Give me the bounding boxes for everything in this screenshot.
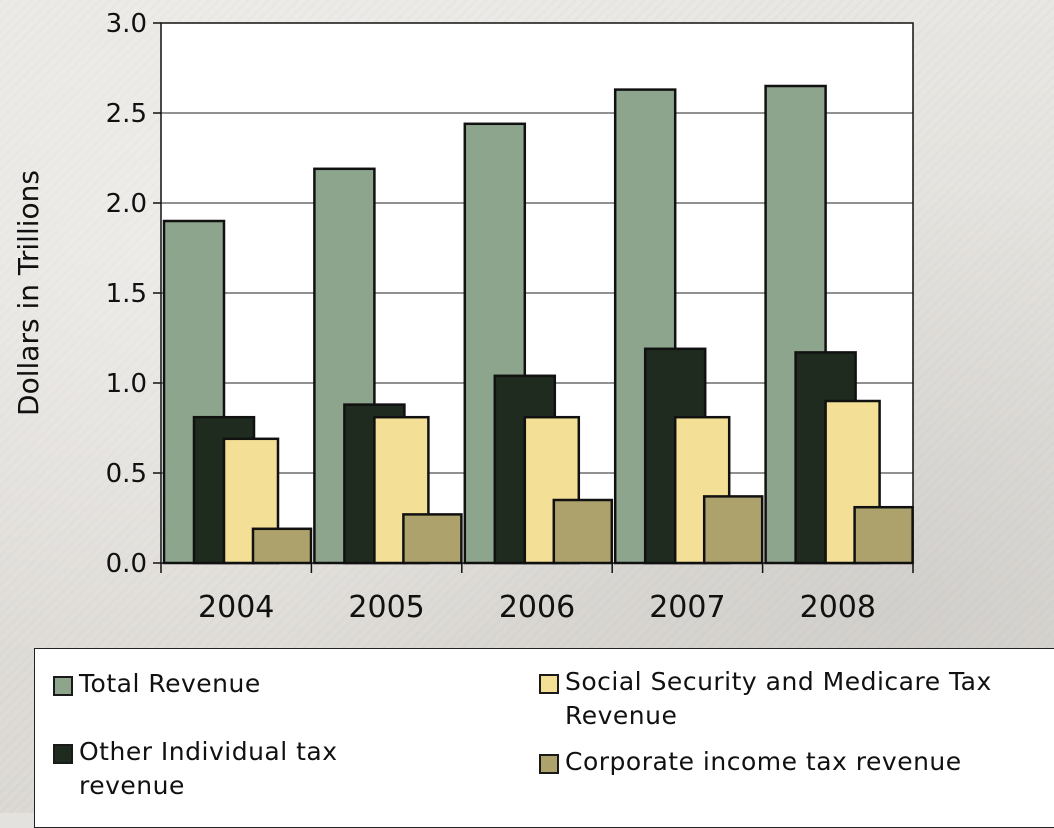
y-tick-label: 2.0 [106,189,147,219]
y-tick-label: 2.5 [106,99,147,129]
legend-label-total-revenue: Total Revenue [79,669,261,698]
x-axis-ticks: 2004 2005 2006 2007 2008 [160,563,914,625]
legend-swatch-total-revenue [53,676,73,696]
bar-social-security-and-medicare-tax-revenue-2004 [222,437,280,565]
legend-label-social-security: Social Security and Medicare Tax Revenue [565,667,992,730]
x-tick-label-2008: 2008 [800,590,876,625]
legend-swatch-corporate [539,754,559,774]
legend-swatch-other-individual [53,744,73,764]
legend-swatch-social-security [539,674,559,694]
bars [162,84,914,565]
y-tick-label: 3.0 [106,9,147,39]
legend: Total Revenue Other Individual tax reven… [34,648,1054,828]
x-tick-label-2007: 2007 [649,590,725,625]
bar-corporate-income-tax-revenue-2006 [552,498,614,565]
bar-corporate-income-tax-revenue-2007 [702,495,764,565]
y-tick-label: 1.0 [106,369,147,399]
y-tick-label: 0.5 [106,459,147,489]
x-tick-label-2006: 2006 [499,590,575,625]
x-tick-label-2005: 2005 [348,590,424,625]
x-tick-label-2004: 2004 [198,590,274,625]
legend-item-social-security: Social Security and Medicare Tax Revenue [539,665,1019,733]
legend-item-corporate: Corporate income tax revenue [539,745,1054,779]
bar-corporate-income-tax-revenue-2005 [402,513,463,565]
legend-label-other-individual: Other Individual tax revenue [79,737,338,800]
bar-chart: 0.00.51.01.52.02.53.0 2004 2005 2006 2007 20… [12,9,914,625]
bar-corporate-income-tax-revenue-2008 [853,505,914,565]
legend-label-corporate: Corporate income tax revenue [565,747,962,776]
legend-item-other-individual: Other Individual tax revenue [53,735,393,803]
y-axis-ticks: 0.0 0.5 1.0 1.5 2.0 2.5 3.0 [106,9,161,579]
legend-item-total-revenue: Total Revenue [53,667,493,701]
y-axis-title: Dollars in Trillions [12,170,45,416]
y-tick-label: 1.5 [106,279,147,309]
y-tick-label: 0.0 [106,549,147,579]
bar-corporate-income-tax-revenue-2004 [251,527,313,565]
